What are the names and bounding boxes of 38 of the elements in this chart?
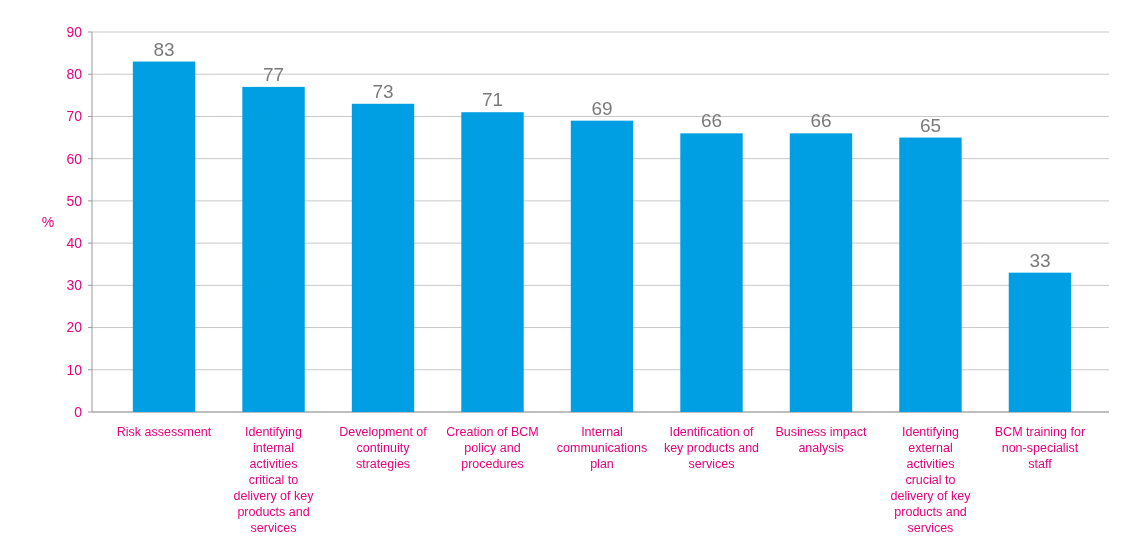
x-tick-label: Identifying external activities crucial to delivery of key products and services (890, 425, 972, 535)
y-tick-label: 40 (66, 235, 83, 252)
x-tick-label: Business impact analysis (775, 425, 867, 455)
y-tick-label: 90 (66, 23, 83, 40)
y-tick-label: 0 (74, 403, 83, 420)
y-tick-label: 80 (66, 66, 83, 83)
data-label: 66 (810, 110, 832, 132)
bar (1008, 272, 1072, 412)
data-label: 83 (153, 38, 175, 60)
bar (461, 112, 524, 412)
y-tick-label: 50 (66, 192, 83, 209)
x-tick-label: Risk assessment (116, 425, 212, 439)
data-label: 65 (919, 114, 942, 136)
y-tick-label: 30 (66, 277, 83, 294)
data-label: 69 (591, 97, 613, 119)
x-tick-label: Identifying internal activities critical to delivery of key products and services (233, 425, 315, 535)
bar (570, 120, 634, 412)
bar (132, 61, 196, 412)
data-label: 33 (1029, 249, 1051, 271)
data-label: 77 (262, 63, 285, 85)
data-label: 66 (700, 110, 723, 132)
y-tick-label: 70 (66, 108, 83, 125)
bar (899, 137, 962, 412)
bar (351, 103, 415, 412)
bar (680, 133, 743, 412)
x-tick-label: Internal communications plan (556, 425, 648, 471)
data-label: 73 (372, 80, 394, 102)
x-tick-label: BCM training for non-specialist staff (994, 425, 1086, 471)
x-tick-label: Identification of key products and services (663, 425, 760, 471)
bar (242, 86, 305, 412)
data-label: 71 (481, 89, 504, 111)
y-tick-label: 10 (66, 361, 83, 378)
bar (789, 133, 853, 412)
y-axis-title: % (41, 213, 55, 230)
x-tick-label: Creation of BCM policy and procedures (446, 425, 539, 471)
y-tick-label: 20 (66, 319, 83, 336)
x-tick-label: Development of continuity strategies (339, 425, 428, 471)
y-tick-label: 60 (66, 150, 83, 167)
